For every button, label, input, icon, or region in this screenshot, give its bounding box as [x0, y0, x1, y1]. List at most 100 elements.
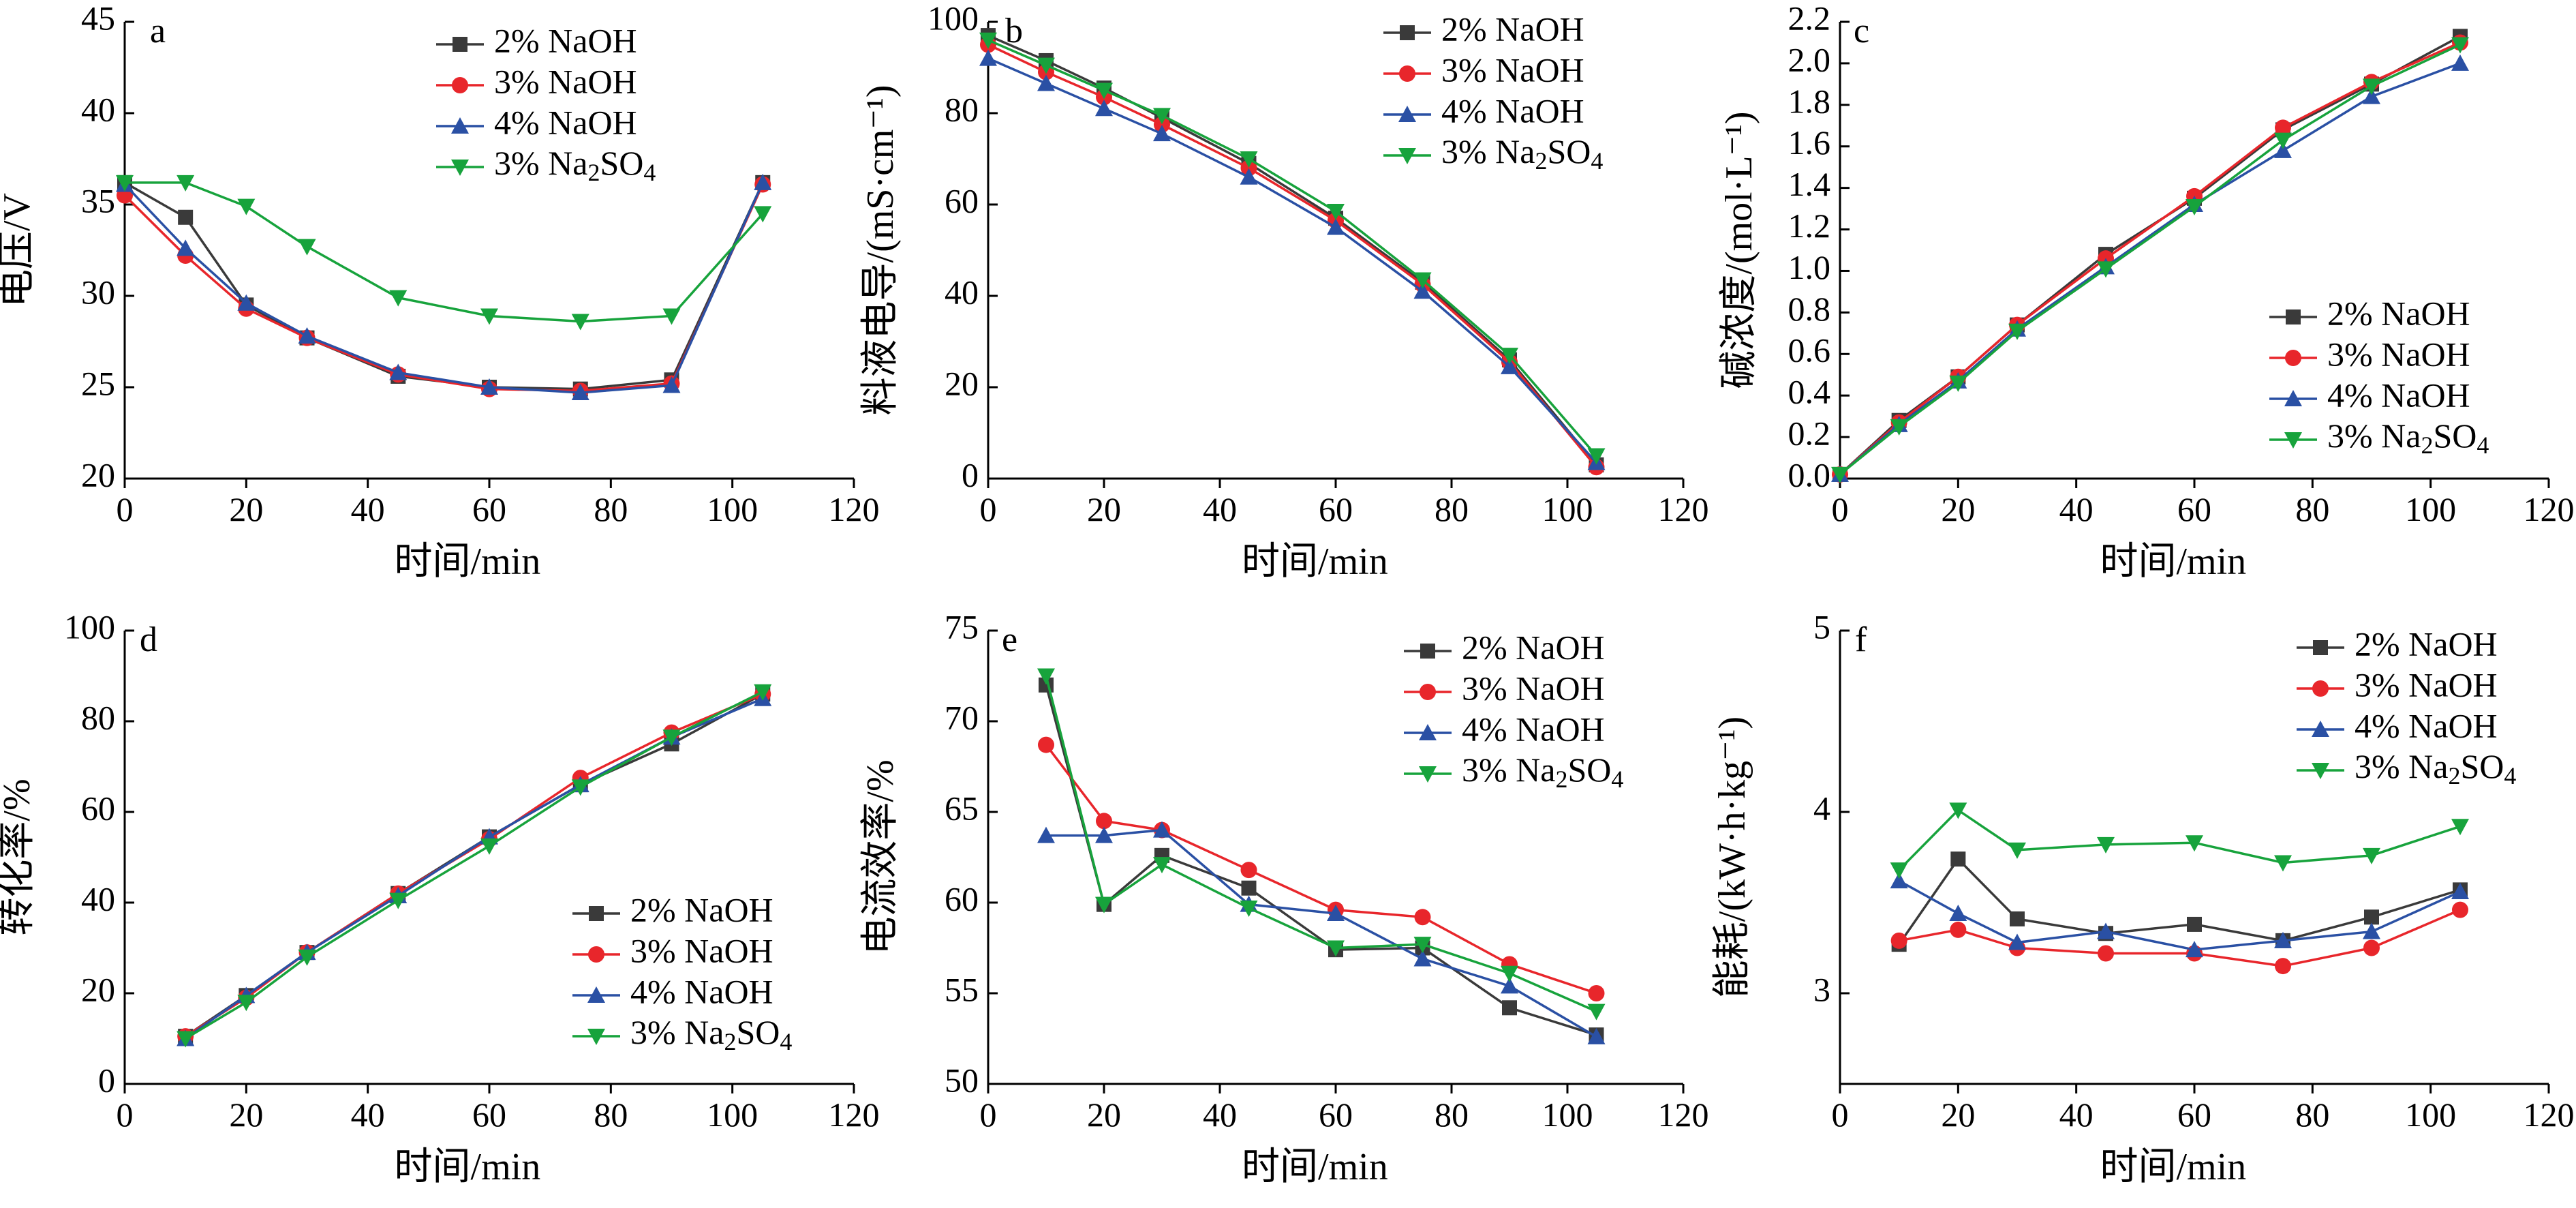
x-axis-label: 时间/min — [1242, 1146, 1388, 1188]
x-tick-label: 40 — [2059, 490, 2094, 528]
panel-f: 0 20 40 60 80 100 120 3 4 5 时间/min 能耗/(kW·h·kg⁻¹) f 2… — [1711, 607, 2575, 1188]
series-3pct-na2so4 — [177, 684, 772, 1048]
y-tick-label: 20 — [81, 455, 115, 494]
y-tick-label: 20 — [945, 364, 979, 402]
data-point — [1095, 100, 1113, 117]
panel-letter: f — [1855, 620, 1867, 659]
data-point — [2363, 87, 2380, 104]
y-tick-label: 1.2 — [1788, 207, 1831, 245]
data-point — [1501, 357, 1518, 374]
data-point — [2363, 939, 2380, 956]
data-point — [480, 378, 498, 395]
legend-label: 3% Na2SO4 — [2327, 417, 2489, 459]
legend-label: 3% NaOH — [2355, 665, 2498, 704]
data-point — [754, 206, 772, 223]
panel-e: 0 20 40 60 80 100 120 50 55 60 65 70 75 时间/min 电流效率/% e… — [859, 607, 1709, 1188]
y-tick-label: 0.6 — [1788, 331, 1831, 369]
data-point — [1831, 466, 1849, 483]
data-point — [237, 995, 256, 1012]
x-tick-label: 40 — [2059, 1096, 2094, 1134]
y-tick-label: 60 — [945, 879, 979, 918]
series-line — [1045, 676, 1597, 1013]
axes-frame — [123, 22, 854, 480]
y-tick-label: 25 — [81, 364, 115, 402]
data-point — [1095, 826, 1113, 843]
y-tick-label: 0.2 — [1788, 414, 1831, 453]
data-point — [1413, 950, 1432, 967]
legend-label: 3% Na2SO4 — [494, 144, 656, 186]
x-tick-label: 20 — [1941, 1096, 1975, 1134]
data-point — [754, 173, 772, 190]
y-tick-label: 2.2 — [1788, 0, 1831, 37]
y-tick-label: 0 — [98, 1061, 115, 1099]
x-tick-label: 60 — [1319, 1096, 1353, 1134]
y-tick-label: 100 — [927, 0, 979, 37]
data-point — [1587, 448, 1606, 465]
series-line — [1898, 857, 2461, 946]
legend-marker — [589, 906, 604, 921]
data-point — [2451, 883, 2469, 900]
x-tick-label: 40 — [351, 1096, 385, 1134]
x-tick-label: 0 — [980, 1096, 997, 1134]
data-point — [2274, 132, 2292, 149]
data-point — [1095, 896, 1113, 913]
data-point — [2010, 911, 2025, 926]
data-point — [1327, 940, 1345, 957]
data-point — [2098, 945, 2114, 962]
series-line — [1898, 879, 2461, 951]
panel-letter: e — [1002, 620, 1017, 659]
y-tick-label: 65 — [945, 789, 979, 827]
x-tick-label: 120 — [2524, 490, 2575, 528]
x-tick-label: 100 — [2405, 1096, 2456, 1134]
data-point — [2097, 261, 2115, 278]
legend-marker — [452, 77, 468, 93]
legend-label: 3% NaOH — [630, 931, 773, 969]
data-point — [2452, 901, 2468, 918]
data-point — [662, 376, 681, 393]
series-3pct-na2so4 — [979, 32, 1606, 465]
y-tick-label: 5 — [1813, 607, 1830, 646]
data-point — [298, 949, 316, 966]
data-point — [1240, 168, 1258, 185]
legend-label: 3% Na2SO4 — [630, 1013, 792, 1055]
legend-label: 4% NaOH — [2355, 706, 2498, 744]
x-tick-label: 20 — [1087, 490, 1121, 528]
legend-label: 4% NaOH — [1462, 710, 1605, 748]
y-axis-label: 碱浓度/(mol·L⁻¹) — [1718, 111, 1760, 389]
series-4pct-naoh — [1890, 872, 2469, 958]
data-point — [2363, 922, 2380, 939]
data-point — [1414, 909, 1431, 926]
data-point — [1502, 1000, 1517, 1016]
legend-label: 3% Na2SO4 — [1462, 751, 1623, 793]
data-point — [2363, 78, 2380, 95]
x-tick-label: 0 — [117, 1096, 134, 1134]
series-line — [125, 181, 764, 323]
y-tick-label: 1.0 — [1788, 248, 1831, 286]
data-point — [1949, 904, 1967, 921]
legend-label: 2% NaOH — [630, 890, 773, 928]
data-point — [2008, 323, 2026, 340]
data-point — [1153, 821, 1171, 838]
x-tick-label: 120 — [829, 1096, 880, 1134]
legend-marker — [1400, 25, 1415, 40]
x-axis-label: 时间/min — [395, 541, 541, 583]
legend-marker — [1398, 106, 1416, 122]
y-tick-label: 3 — [1813, 970, 1830, 1008]
x-tick-label: 0 — [1832, 490, 1849, 528]
x-axis-label: 时间/min — [1242, 541, 1388, 583]
y-tick-label: 1.8 — [1788, 82, 1831, 120]
y-tick-label: 40 — [81, 90, 115, 128]
x-tick-label: 60 — [2177, 490, 2211, 528]
x-tick-label: 20 — [229, 490, 263, 528]
data-point — [177, 175, 195, 192]
y-tick-label: 0.0 — [1788, 455, 1831, 494]
data-point — [1240, 160, 1257, 177]
series-2pct-naoh — [117, 175, 771, 397]
data-point — [1096, 813, 1112, 830]
y-tick-label: 1.4 — [1788, 165, 1831, 203]
data-point — [1950, 851, 1966, 867]
data-point — [2186, 835, 2203, 852]
y-tick-label: 30 — [81, 273, 115, 311]
x-axis-label: 时间/min — [395, 1146, 541, 1188]
